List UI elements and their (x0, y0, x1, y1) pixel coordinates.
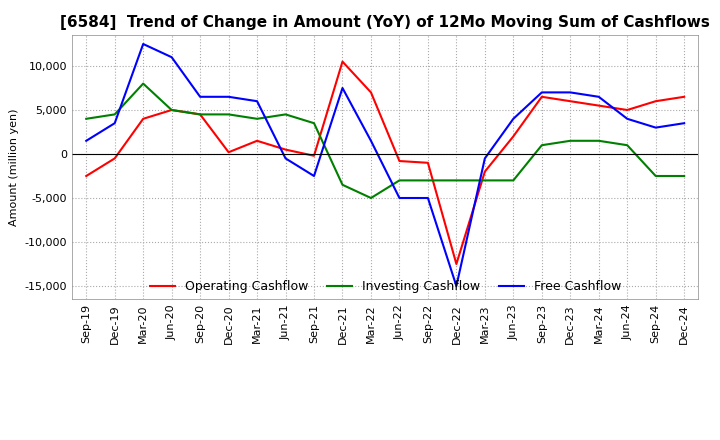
Investing Cashflow (196, 112, 204, 117)
Y-axis label: Amount (million yen): Amount (million yen) (9, 108, 19, 226)
Operating Cashflow (423, 160, 432, 165)
Free Cashflow (509, 116, 518, 121)
Free Cashflow (480, 156, 489, 161)
Free Cashflow (338, 85, 347, 91)
Operating Cashflow (282, 147, 290, 152)
Legend: Operating Cashflow, Investing Cashflow, Free Cashflow: Operating Cashflow, Investing Cashflow, … (145, 275, 626, 298)
Operating Cashflow (196, 112, 204, 117)
Free Cashflow (167, 55, 176, 60)
Investing Cashflow (595, 138, 603, 143)
Free Cashflow (225, 94, 233, 99)
Free Cashflow (623, 116, 631, 121)
Title: [6584]  Trend of Change in Amount (YoY) of 12Mo Moving Sum of Cashflows: [6584] Trend of Change in Amount (YoY) o… (60, 15, 710, 30)
Investing Cashflow (680, 173, 688, 179)
Operating Cashflow (537, 94, 546, 99)
Investing Cashflow (566, 138, 575, 143)
Free Cashflow (595, 94, 603, 99)
Investing Cashflow (480, 178, 489, 183)
Operating Cashflow (167, 107, 176, 113)
Operating Cashflow (480, 169, 489, 174)
Investing Cashflow (366, 195, 375, 201)
Free Cashflow (310, 173, 318, 179)
Operating Cashflow (225, 150, 233, 155)
Free Cashflow (253, 99, 261, 104)
Free Cashflow (423, 195, 432, 201)
Investing Cashflow (652, 173, 660, 179)
Operating Cashflow (623, 107, 631, 113)
Investing Cashflow (452, 178, 461, 183)
Operating Cashflow (253, 138, 261, 143)
Free Cashflow (680, 121, 688, 126)
Free Cashflow (395, 195, 404, 201)
Operating Cashflow (395, 158, 404, 164)
Free Cashflow (282, 156, 290, 161)
Operating Cashflow (310, 153, 318, 158)
Investing Cashflow (282, 112, 290, 117)
Operating Cashflow (452, 261, 461, 267)
Free Cashflow (196, 94, 204, 99)
Investing Cashflow (537, 143, 546, 148)
Investing Cashflow (253, 116, 261, 121)
Free Cashflow (366, 138, 375, 143)
Operating Cashflow (110, 156, 119, 161)
Investing Cashflow (167, 107, 176, 113)
Investing Cashflow (423, 178, 432, 183)
Operating Cashflow (82, 173, 91, 179)
Investing Cashflow (82, 116, 91, 121)
Operating Cashflow (509, 134, 518, 139)
Investing Cashflow (509, 178, 518, 183)
Operating Cashflow (595, 103, 603, 108)
Free Cashflow (537, 90, 546, 95)
Line: Operating Cashflow: Operating Cashflow (86, 62, 684, 264)
Free Cashflow (566, 90, 575, 95)
Investing Cashflow (110, 112, 119, 117)
Operating Cashflow (366, 90, 375, 95)
Operating Cashflow (680, 94, 688, 99)
Free Cashflow (82, 138, 91, 143)
Operating Cashflow (139, 116, 148, 121)
Free Cashflow (652, 125, 660, 130)
Investing Cashflow (338, 182, 347, 187)
Operating Cashflow (566, 99, 575, 104)
Investing Cashflow (623, 143, 631, 148)
Line: Free Cashflow: Free Cashflow (86, 44, 684, 286)
Investing Cashflow (139, 81, 148, 86)
Investing Cashflow (225, 112, 233, 117)
Operating Cashflow (652, 99, 660, 104)
Investing Cashflow (395, 178, 404, 183)
Free Cashflow (452, 283, 461, 289)
Investing Cashflow (310, 121, 318, 126)
Operating Cashflow (338, 59, 347, 64)
Free Cashflow (110, 121, 119, 126)
Free Cashflow (139, 41, 148, 47)
Line: Investing Cashflow: Investing Cashflow (86, 84, 684, 198)
